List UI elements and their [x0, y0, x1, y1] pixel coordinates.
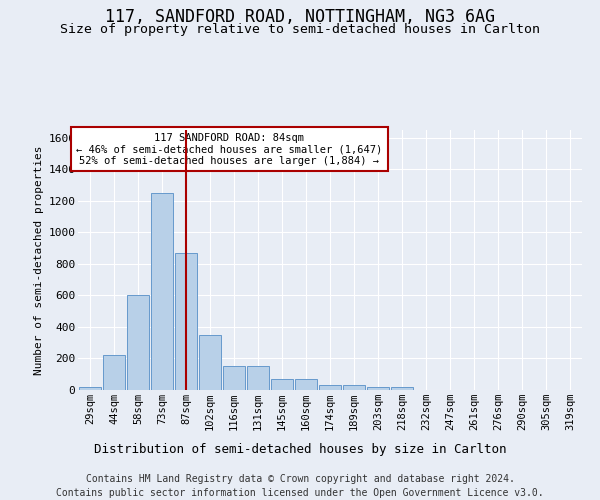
Bar [127, 296, 149, 390]
Bar [271, 379, 293, 390]
Bar [103, 356, 125, 390]
Text: 117 SANDFORD ROAD: 84sqm
← 46% of semi-detached houses are smaller (1,647)
52% o: 117 SANDFORD ROAD: 84sqm ← 46% of semi-d… [76, 132, 382, 166]
Text: 117, SANDFORD ROAD, NOTTINGHAM, NG3 6AG: 117, SANDFORD ROAD, NOTTINGHAM, NG3 6AG [105, 8, 495, 26]
Text: Size of property relative to semi-detached houses in Carlton: Size of property relative to semi-detach… [60, 22, 540, 36]
Text: Distribution of semi-detached houses by size in Carlton: Distribution of semi-detached houses by … [94, 442, 506, 456]
Bar [247, 366, 269, 390]
Bar [319, 386, 341, 390]
Bar [151, 193, 173, 390]
Text: Contains HM Land Registry data © Crown copyright and database right 2024.: Contains HM Land Registry data © Crown c… [86, 474, 514, 484]
Bar [391, 387, 413, 390]
Bar [343, 386, 365, 390]
Bar [199, 335, 221, 390]
Bar [223, 366, 245, 390]
Bar [175, 253, 197, 390]
Bar [79, 387, 101, 390]
Bar [295, 379, 317, 390]
Bar [367, 387, 389, 390]
Text: Contains public sector information licensed under the Open Government Licence v3: Contains public sector information licen… [56, 488, 544, 498]
Y-axis label: Number of semi-detached properties: Number of semi-detached properties [34, 145, 44, 375]
